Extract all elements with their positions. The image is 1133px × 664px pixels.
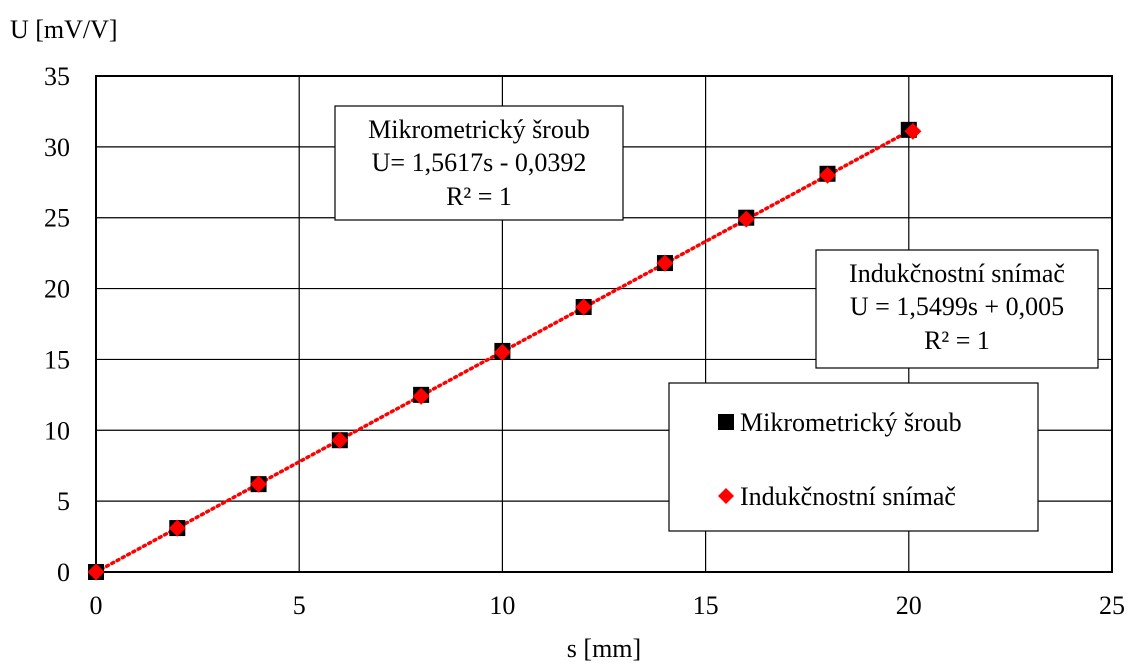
y-tick-label: 20 bbox=[44, 275, 70, 304]
x-tick-label: 25 bbox=[1099, 591, 1125, 620]
y-tick-label: 5 bbox=[57, 487, 70, 516]
y-tick-label: 10 bbox=[44, 416, 70, 445]
x-axis-title: s [mm] bbox=[567, 634, 641, 663]
data-points bbox=[87, 121, 922, 581]
x-tick-label: 15 bbox=[693, 591, 719, 620]
plot-area bbox=[95, 75, 1113, 573]
data-point-diamond bbox=[87, 563, 105, 581]
y-tick-label: 35 bbox=[44, 62, 70, 91]
data-point-diamond bbox=[904, 122, 922, 140]
annotation-box-mikrometricky: Mikrometrický šroub U= 1,5617s - 0,0392 … bbox=[334, 105, 624, 221]
legend-label: Mikrometrický šroub bbox=[740, 408, 962, 437]
annotation-r2: R² = 1 bbox=[446, 182, 512, 211]
y-tick-label: 0 bbox=[57, 558, 70, 587]
x-tick-label: 10 bbox=[489, 591, 515, 620]
annotation-title: Indukčnostní snímač bbox=[849, 259, 1065, 288]
annotation-equation: U= 1,5617s - 0,0392 bbox=[372, 148, 587, 177]
data-point-diamond bbox=[331, 431, 349, 449]
x-tick-label: 0 bbox=[90, 591, 103, 620]
legend: Mikrometrický šroub Indukčnostní snímač bbox=[668, 382, 1039, 532]
y-tick-label: 25 bbox=[44, 204, 70, 233]
x-tick-label: 20 bbox=[896, 591, 922, 620]
x-tick-label: 5 bbox=[293, 591, 306, 620]
data-point-diamond bbox=[168, 519, 186, 537]
annotation-equation: U = 1,5499s + 0,005 bbox=[850, 292, 1064, 321]
legend-label: Indukčnostní snímač bbox=[740, 482, 956, 511]
data-point-diamond bbox=[656, 254, 674, 272]
data-point-diamond bbox=[412, 387, 430, 405]
y-tick-label: 30 bbox=[44, 133, 70, 162]
annotation-r2: R² = 1 bbox=[924, 326, 990, 355]
data-point-diamond bbox=[575, 298, 593, 316]
data-point-diamond bbox=[250, 475, 268, 493]
data-point-diamond bbox=[737, 210, 755, 228]
legend-marker-square bbox=[718, 414, 734, 430]
data-point-diamond bbox=[819, 166, 837, 184]
y-axis-title: U [mV/V] bbox=[10, 15, 118, 44]
legend-marker-diamond bbox=[718, 488, 734, 504]
y-tick-label: 15 bbox=[44, 345, 70, 374]
annotation-title: Mikrometrický šroub bbox=[368, 115, 590, 144]
annotation-box-indukcnostni: Indukčnostní snímač U = 1,5499s + 0,005 … bbox=[815, 249, 1099, 369]
data-point-diamond bbox=[493, 343, 511, 361]
tick-labels: 0 5 10 15 20 25 0 5 10 15 20 25 30 35 bbox=[44, 62, 1125, 620]
